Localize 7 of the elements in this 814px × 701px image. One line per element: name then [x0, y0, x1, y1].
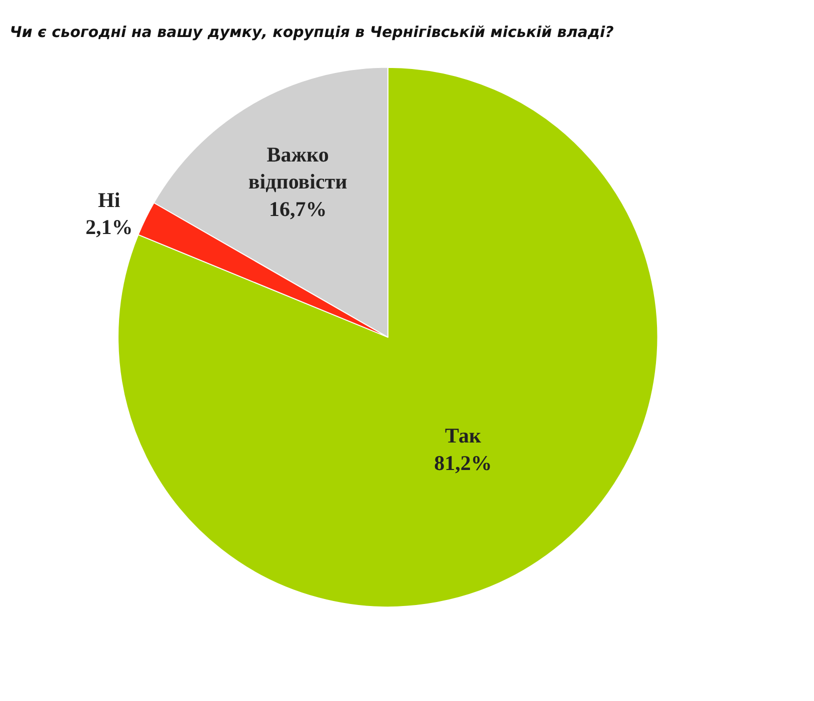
data-label: 16,7% [268, 196, 327, 221]
chart-title: Чи є сьогодні на вашу думку, корупція в Чернігівській міській владі? [10, 22, 614, 41]
slice-label: Важко відповісти [248, 142, 348, 194]
data-label: 81,2% [434, 450, 492, 475]
slice-label: Ні [98, 188, 120, 212]
slice-label: Так [444, 424, 482, 448]
data-label: 2,1% [85, 215, 133, 240]
